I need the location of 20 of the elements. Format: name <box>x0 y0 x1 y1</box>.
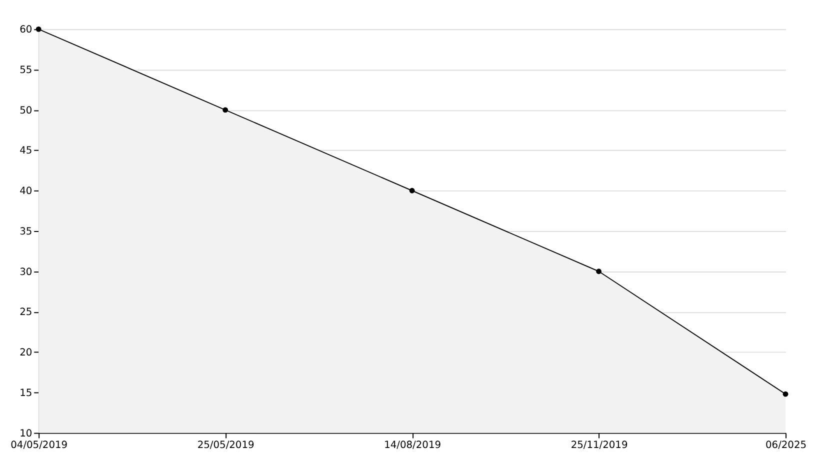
y-tick-label: 60 <box>20 24 32 36</box>
point <box>596 268 602 274</box>
y-tick-label: 10 <box>20 428 32 440</box>
y-tick-label: 35 <box>20 226 32 238</box>
y-tick-label: 30 <box>20 266 32 278</box>
y-tick-label: 50 <box>20 105 32 116</box>
x-tick-label: 25/11/2019 <box>570 440 628 452</box>
point <box>409 188 415 194</box>
x-tick-label: 04/05/2019 <box>10 440 68 452</box>
y-tick-label: 55 <box>20 65 32 76</box>
point <box>782 391 788 397</box>
x-tick-label: 14/08/2019 <box>384 440 442 452</box>
y-tick-label: 40 <box>20 186 32 198</box>
x-tick-label: 25/05/2019 <box>197 440 254 452</box>
y-tick-label: 45 <box>20 146 32 157</box>
point <box>222 107 228 113</box>
y-tick-label: 25 <box>20 307 32 318</box>
x-tick-label: 06/2025 <box>766 440 807 452</box>
y-tick-label: 15 <box>20 388 32 399</box>
y-tick-label: 20 <box>20 348 32 359</box>
